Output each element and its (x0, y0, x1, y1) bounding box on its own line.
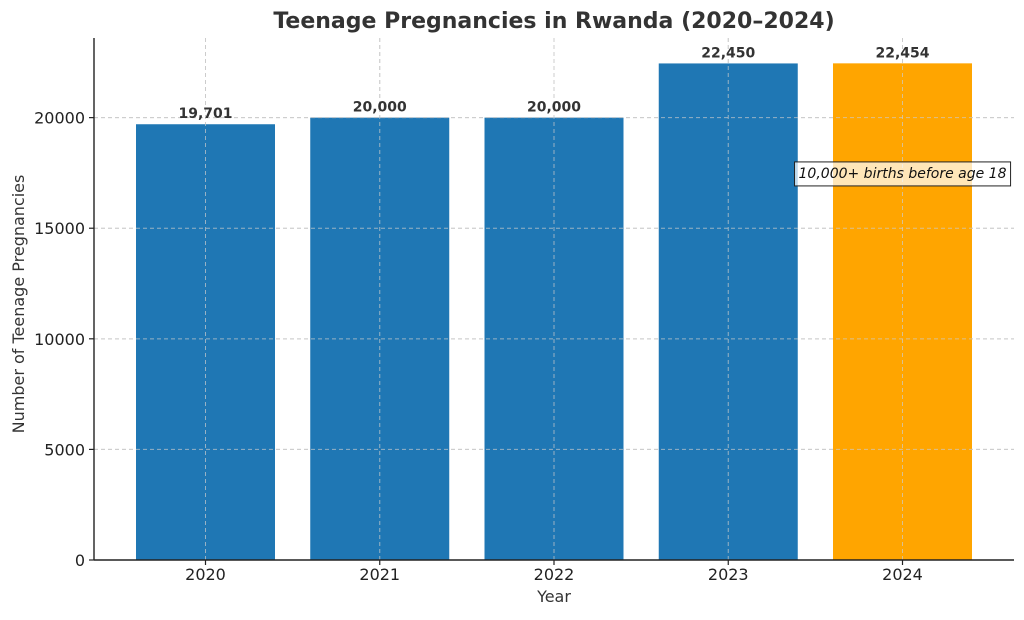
y-tick-label-15000: 15000 (34, 219, 85, 238)
y-tick-label-10000: 10000 (34, 330, 85, 349)
annotation-text: 10,000+ births before age 18 (799, 166, 1007, 182)
data-label-2021: 20,000 (353, 100, 407, 116)
data-label-2022: 20,000 (527, 100, 581, 116)
data-label-2020: 19,701 (178, 106, 232, 122)
data-label-2024: 22,454 (875, 45, 929, 61)
y-tick-label-0: 0 (75, 551, 85, 570)
axes-layer (89, 38, 1014, 565)
y-axis-label: Number of Teenage Pregnancies (9, 175, 28, 434)
labels-layer: 0 5000 10000 15000 20000 2020 2021 2022 2023 2024… (34, 45, 930, 584)
data-label-2023: 22,450 (701, 45, 755, 61)
y-tick-label-20000: 20000 (34, 109, 85, 128)
x-tick-label-2022: 2022 (534, 565, 575, 584)
x-tick-label-2024: 2024 (882, 565, 923, 584)
x-tick-label-2021: 2021 (359, 565, 400, 584)
x-tick-label-2023: 2023 (708, 565, 749, 584)
annotation: 10,000+ births before age 18 (794, 161, 1012, 187)
y-tick-label-5000: 5000 (44, 440, 85, 459)
bars-layer (94, 38, 1014, 561)
annotation-box (794, 161, 1012, 187)
x-tick-label-2020: 2020 (185, 565, 226, 584)
chart-title: Teenage Pregnancies in Rwanda (2020–2024… (273, 9, 834, 34)
x-axis-label: Year (536, 587, 571, 606)
